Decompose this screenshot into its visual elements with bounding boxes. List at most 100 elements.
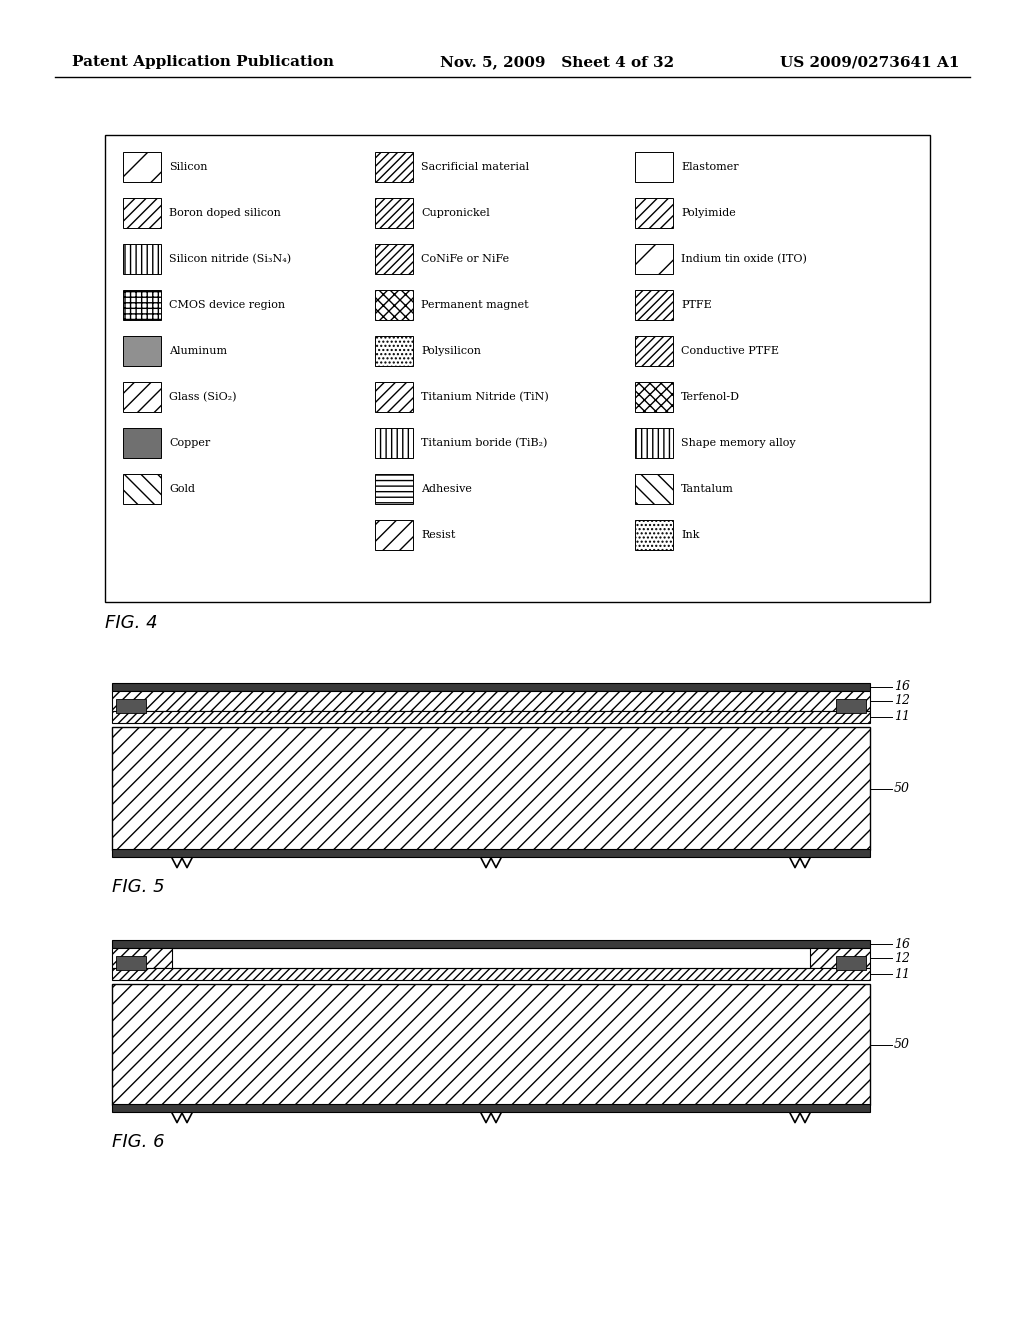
Text: Cupronickel: Cupronickel — [421, 209, 489, 218]
Text: Copper: Copper — [169, 438, 210, 447]
Bar — [635, 520, 673, 550]
Bar — [810, 948, 870, 968]
Text: Boron doped silicon: Boron doped silicon — [169, 209, 281, 218]
Text: 12: 12 — [894, 694, 910, 708]
Bar — [123, 381, 161, 412]
Bar — [375, 290, 413, 319]
Bar — [635, 337, 673, 366]
Bar — [635, 474, 673, 504]
Text: FIG. 6: FIG. 6 — [112, 1133, 165, 1151]
Bar — [123, 428, 161, 458]
Text: 16: 16 — [894, 937, 910, 950]
Bar — [635, 290, 673, 319]
Bar — [375, 337, 413, 366]
Bar — [112, 948, 172, 968]
Text: 11: 11 — [894, 710, 910, 723]
Bar — [836, 700, 866, 713]
Text: 50: 50 — [894, 1038, 910, 1051]
Bar — [375, 428, 413, 458]
Bar — [635, 381, 673, 412]
Text: 50: 50 — [894, 781, 910, 795]
Bar — [375, 381, 413, 412]
Bar — [375, 244, 413, 275]
Text: 12: 12 — [894, 952, 910, 965]
Bar — [112, 682, 870, 690]
Text: Polyimide: Polyimide — [681, 209, 736, 218]
Bar — [123, 198, 161, 228]
Text: 11: 11 — [894, 968, 910, 981]
Text: Polysilicon: Polysilicon — [421, 346, 481, 356]
Text: Titanium boride (TiB₂): Titanium boride (TiB₂) — [421, 438, 548, 449]
Text: Titanium Nitride (TiN): Titanium Nitride (TiN) — [421, 392, 549, 403]
Bar — [112, 983, 870, 1105]
Text: US 2009/0273641 A1: US 2009/0273641 A1 — [780, 55, 961, 69]
Bar — [105, 135, 930, 602]
Bar — [375, 337, 413, 366]
Bar — [635, 198, 673, 228]
Bar — [112, 940, 870, 948]
Text: CMOS device region: CMOS device region — [169, 300, 285, 310]
Text: Permanent magnet: Permanent magnet — [421, 300, 528, 310]
Bar — [116, 700, 146, 713]
Text: Aluminum: Aluminum — [169, 346, 227, 356]
Bar — [635, 198, 673, 228]
Bar — [112, 849, 870, 857]
Bar — [375, 381, 413, 412]
Text: Indium tin oxide (ITO): Indium tin oxide (ITO) — [681, 253, 807, 264]
Bar — [112, 711, 870, 723]
Bar — [375, 152, 413, 182]
Bar — [123, 337, 161, 366]
Bar — [375, 198, 413, 228]
Bar — [836, 956, 866, 970]
Text: Gold: Gold — [169, 484, 195, 494]
Text: PTFE: PTFE — [681, 300, 712, 310]
Text: Adhesive: Adhesive — [421, 484, 472, 494]
Bar — [375, 520, 413, 550]
Bar — [375, 198, 413, 228]
Bar — [635, 244, 673, 275]
Bar — [123, 244, 161, 275]
Bar — [123, 428, 161, 458]
Bar — [375, 244, 413, 275]
Bar — [375, 474, 413, 504]
Text: Shape memory alloy: Shape memory alloy — [681, 438, 796, 447]
Text: Patent Application Publication: Patent Application Publication — [72, 55, 334, 69]
Bar — [635, 244, 673, 275]
Bar — [112, 690, 870, 711]
Text: CoNiFe or NiFe: CoNiFe or NiFe — [421, 253, 509, 264]
Bar — [635, 290, 673, 319]
Bar — [635, 428, 673, 458]
Bar — [375, 290, 413, 319]
Text: FIG. 4: FIG. 4 — [105, 614, 158, 632]
Text: Terfenol-D: Terfenol-D — [681, 392, 740, 403]
Bar — [112, 1104, 870, 1111]
Text: FIG. 5: FIG. 5 — [112, 878, 165, 896]
Text: Silicon: Silicon — [169, 162, 208, 172]
Bar — [375, 152, 413, 182]
Bar — [123, 381, 161, 412]
Bar — [123, 244, 161, 275]
Bar — [635, 520, 673, 550]
Bar — [112, 727, 870, 850]
Text: Sacrificial material: Sacrificial material — [421, 162, 529, 172]
Bar — [112, 968, 870, 979]
Bar — [123, 152, 161, 182]
Bar — [123, 198, 161, 228]
Bar — [635, 428, 673, 458]
Text: Tantalum: Tantalum — [681, 484, 734, 494]
Bar — [123, 290, 161, 319]
Bar — [123, 152, 161, 182]
Text: Elastomer: Elastomer — [681, 162, 738, 172]
Text: Nov. 5, 2009   Sheet 4 of 32: Nov. 5, 2009 Sheet 4 of 32 — [440, 55, 674, 69]
Text: Resist: Resist — [421, 531, 456, 540]
Bar — [635, 152, 673, 182]
Text: Conductive PTFE: Conductive PTFE — [681, 346, 779, 356]
Text: Silicon nitride (Si₃N₄): Silicon nitride (Si₃N₄) — [169, 253, 291, 264]
Bar — [635, 152, 673, 182]
Text: Ink: Ink — [681, 531, 699, 540]
Bar — [123, 474, 161, 504]
Bar — [116, 956, 146, 970]
Bar — [123, 474, 161, 504]
Bar — [123, 290, 161, 319]
Bar — [375, 520, 413, 550]
